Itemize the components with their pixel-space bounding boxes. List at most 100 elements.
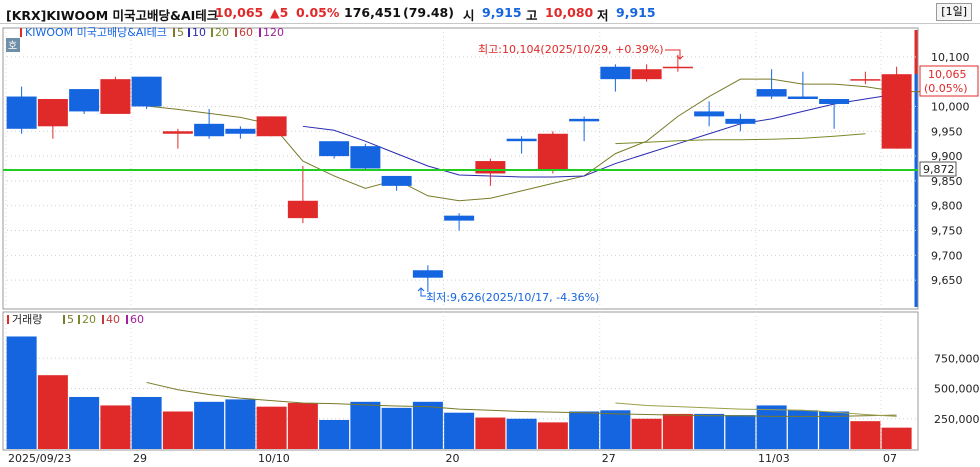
date-label: 29	[133, 452, 147, 465]
volume-bar[interactable]	[319, 419, 350, 449]
volume-bar[interactable]	[756, 405, 787, 449]
volume-bar[interactable]	[881, 427, 912, 449]
candle-body[interactable]	[631, 69, 662, 80]
hoga-tag-bg[interactable]	[6, 38, 20, 52]
legend-ma120: 120	[263, 26, 284, 39]
volume-bar[interactable]	[131, 396, 162, 449]
volume-bar[interactable]	[569, 411, 600, 449]
price-change-pct: 0.05%	[296, 5, 340, 20]
candle-body[interactable]	[225, 128, 256, 134]
candle-body[interactable]	[569, 118, 600, 122]
legend-swatch-vma60	[126, 315, 128, 324]
legend-swatch-price	[20, 28, 22, 37]
candle-body[interactable]	[162, 131, 193, 134]
volume-bar[interactable]	[537, 422, 568, 449]
volume-ma-line-20	[615, 402, 897, 417]
candle-body[interactable]	[6, 96, 37, 129]
candle-body[interactable]	[381, 175, 412, 186]
volume-bar[interactable]	[694, 413, 725, 449]
header-bar: [KRX]KIWOOM 미국고배당&AI테크 10,065 ▲5 0.05% 1…	[0, 0, 980, 24]
date-label: 20	[446, 452, 460, 465]
volume-bar[interactable]	[69, 396, 100, 449]
volume-bar[interactable]	[256, 406, 287, 449]
volume-axis-ticks: 750,000 500,000 250,000	[934, 352, 980, 426]
volume-bar[interactable]	[100, 405, 131, 449]
price-tick-label: 9,900	[931, 150, 963, 163]
legend-swatch-vma5	[63, 315, 65, 324]
volume-bar[interactable]	[819, 411, 850, 449]
high-annotation-arrow	[665, 49, 684, 60]
price-tick-label: 9,950	[931, 125, 963, 138]
volume-bar[interactable]	[444, 412, 475, 449]
candle-body[interactable]	[506, 138, 537, 142]
candle-body[interactable]	[37, 99, 68, 127]
volume-bar[interactable]	[287, 403, 318, 449]
candle-body[interactable]	[131, 76, 162, 107]
stock-title: [KRX]KIWOOM 미국고배당&AI테크	[6, 8, 219, 23]
volume-bar[interactable]	[6, 336, 37, 449]
current-price: 10,065	[215, 5, 264, 20]
hoga-tag[interactable]: 호	[8, 40, 17, 52]
date-label: 07	[883, 452, 897, 465]
open-label: 시	[463, 8, 475, 23]
volume-bar[interactable]	[162, 411, 193, 449]
high-label: 고	[526, 8, 538, 23]
volume-tick-label: 250,000	[934, 413, 980, 426]
volume-bar[interactable]	[194, 401, 225, 449]
price-tick-label: 10,000	[931, 100, 970, 113]
candle-body[interactable]	[787, 96, 818, 100]
price-tick-label: 9,650	[931, 274, 963, 287]
candle-body[interactable]	[287, 200, 318, 219]
date-label: 2025/09/23	[8, 452, 71, 465]
candle-body[interactable]	[444, 215, 475, 221]
volume-bar[interactable]	[850, 421, 881, 449]
volume-ma-line-5	[146, 381, 897, 417]
date-label: 10/10	[258, 452, 290, 465]
candle-body[interactable]	[350, 146, 381, 169]
volume-bar[interactable]	[475, 417, 506, 449]
price-tick-label: 9,850	[931, 175, 963, 188]
volume-bar[interactable]	[600, 410, 631, 449]
candle-body[interactable]	[319, 141, 350, 157]
candle-body[interactable]	[256, 116, 287, 137]
candle-body[interactable]	[756, 89, 787, 97]
volume-bar[interactable]	[662, 413, 693, 449]
price-axis-ticks: 10,100 10,000 9,950 9,900 9,850 9,800 9,750 9,7…	[931, 51, 970, 287]
volume-bar[interactable]	[350, 401, 381, 449]
candle-body[interactable]	[725, 118, 756, 124]
volume-value: 176,451	[344, 5, 401, 20]
volume-bar[interactable]	[381, 407, 412, 449]
candle-body[interactable]	[694, 111, 725, 117]
candle-body[interactable]	[881, 74, 912, 149]
candle-body[interactable]	[475, 161, 506, 174]
candle-body[interactable]	[100, 79, 131, 114]
legend-swatch-vma20	[78, 315, 80, 324]
volume-ma-lines	[146, 381, 897, 417]
volume-bar[interactable]	[506, 418, 537, 449]
legend-swatch-ma60	[235, 28, 237, 37]
candle-body[interactable]	[819, 99, 850, 104]
candle-body[interactable]	[412, 270, 443, 278]
candle-body[interactable]	[600, 66, 631, 80]
legend-ma10: 10	[192, 26, 206, 39]
candle-body[interactable]	[537, 133, 568, 171]
candle-body[interactable]	[662, 66, 693, 69]
volume-bar[interactable]	[631, 418, 662, 449]
legend-swatch-ma5	[173, 28, 175, 37]
chart-svg[interactable]: 10,100 10,000 9,950 9,900 9,850 9,800 9,750 9,7…	[0, 24, 980, 467]
period-selector[interactable]: [1일]	[936, 3, 972, 21]
legend-ma60: 60	[239, 26, 253, 39]
current-price-tag: 10,065	[928, 68, 967, 81]
candle-body[interactable]	[850, 79, 881, 81]
candle-body[interactable]	[194, 123, 225, 137]
price-tick-label: 9,700	[931, 249, 963, 262]
volume-bar[interactable]	[225, 399, 256, 449]
legend-swatch-ma120	[259, 28, 261, 37]
volume-bar[interactable]	[725, 415, 756, 449]
low-annotation-arrow	[417, 287, 426, 297]
candle-body[interactable]	[69, 89, 100, 112]
volume-bar[interactable]	[37, 375, 68, 449]
legend-vma20: 20	[82, 313, 96, 326]
volume-bar[interactable]	[412, 401, 443, 449]
